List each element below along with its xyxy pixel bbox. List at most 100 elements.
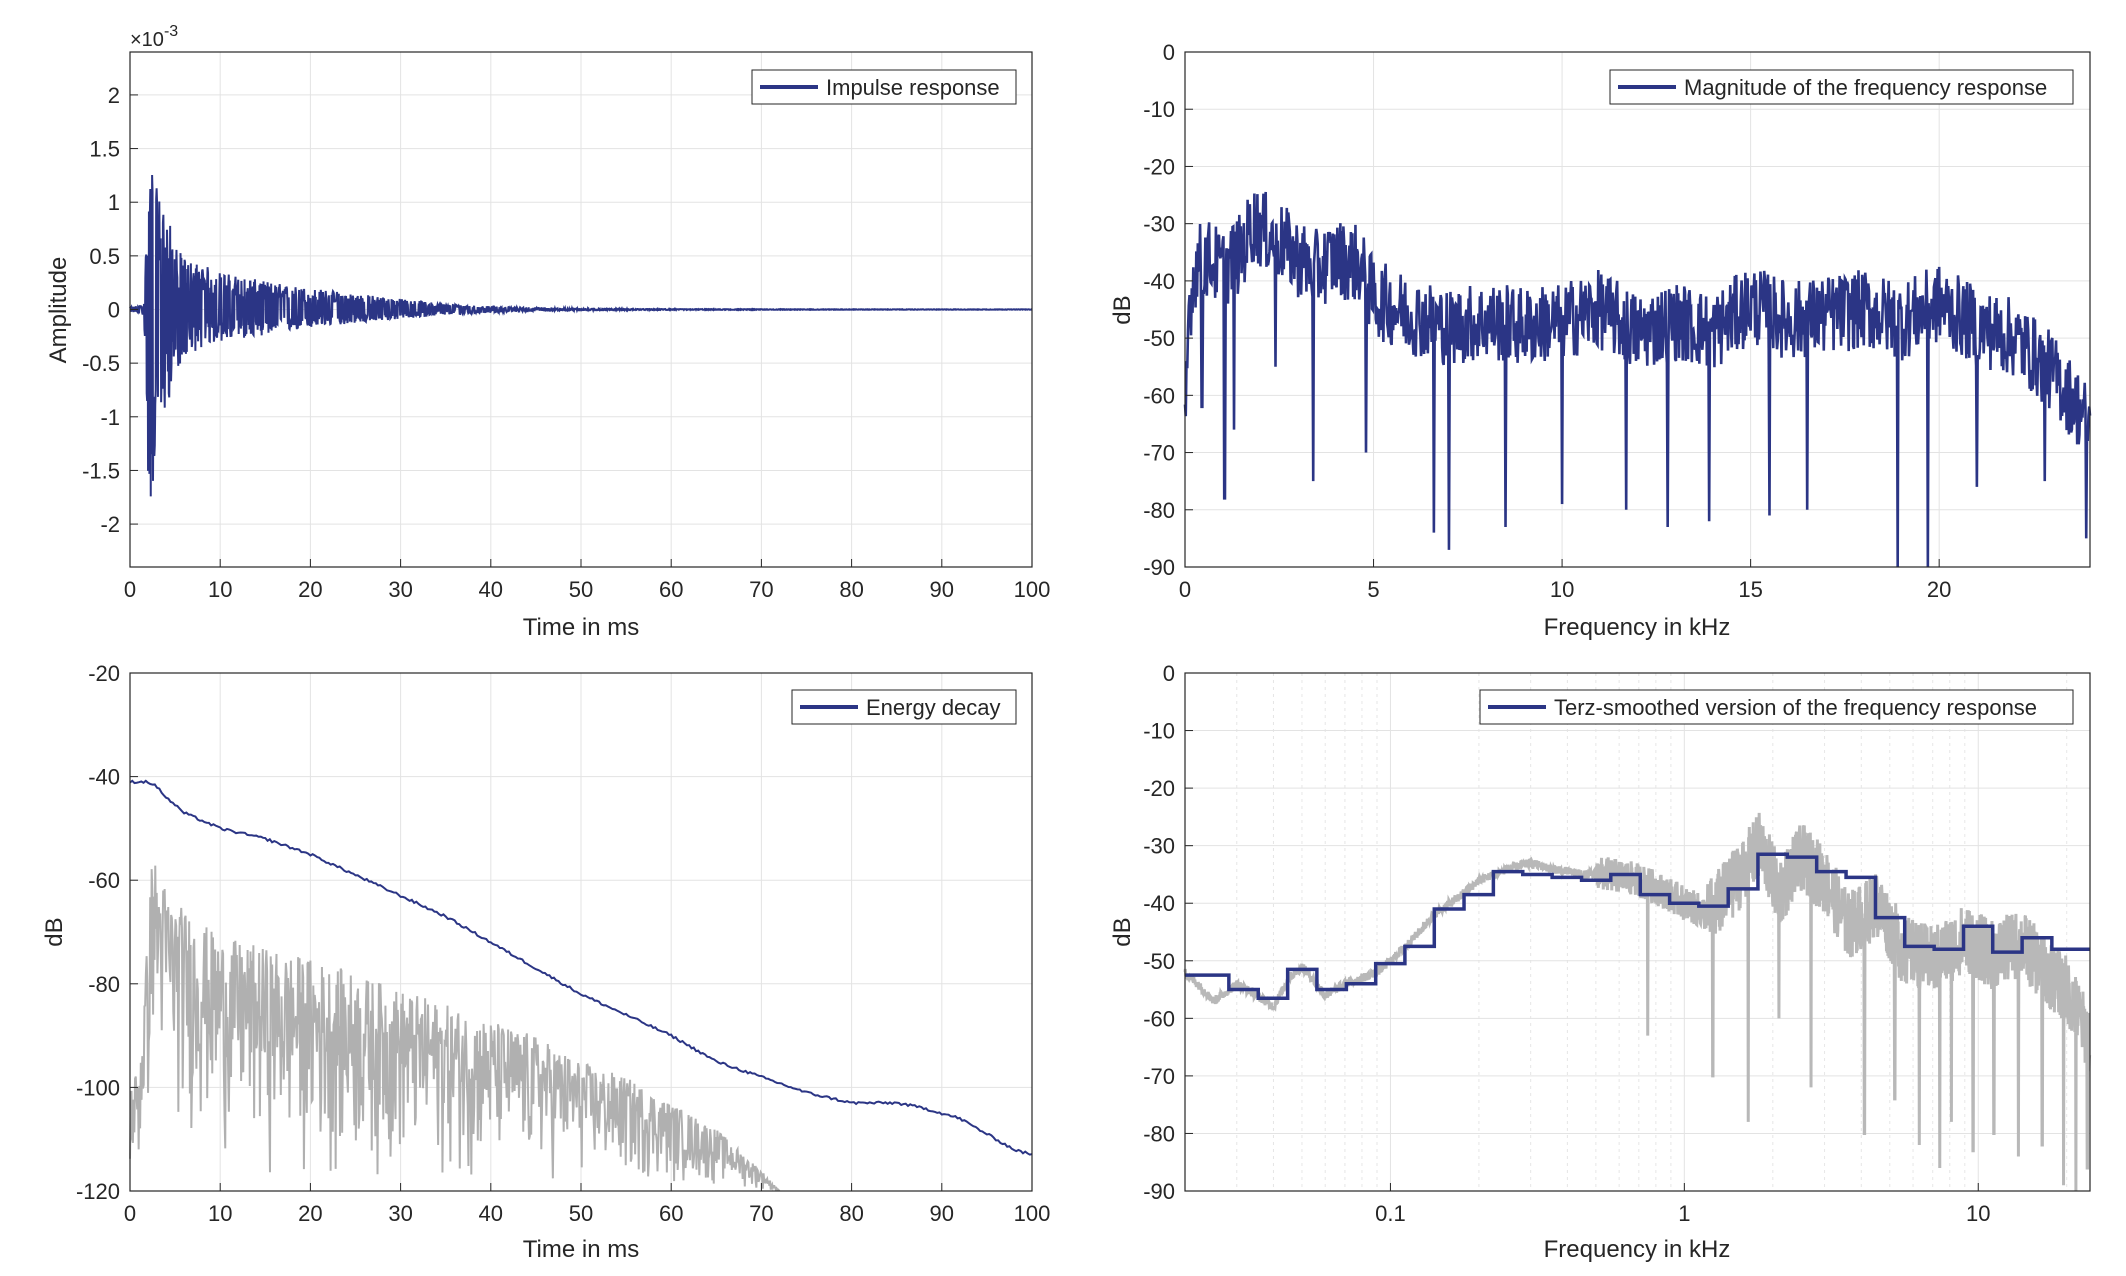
y-tick-label: -2	[100, 512, 120, 537]
x-axis-label: Time in ms	[523, 614, 639, 641]
y-tick-label: -20	[88, 661, 120, 686]
plot-data	[1183, 191, 2092, 568]
plot-data	[129, 175, 1033, 497]
x-tick-label: 60	[659, 1201, 683, 1226]
legend: Terz-smoothed version of the frequency r…	[1479, 689, 2074, 725]
axis-ticks: 0.1 1 10 0 -10 -20 -30 -40 -50 -60 -70 -80 -90	[1143, 661, 1990, 1226]
terz-smoothed-chart: 0.1 1 10 0 -10 -20 -30 -40 -50 -60 -70 -80 -90 Frequ…	[1109, 661, 2092, 1263]
x-tick-label: 0.1	[1375, 1201, 1406, 1226]
x-tick-label: 20	[1927, 577, 1951, 602]
y-tick-label: -90	[1143, 1179, 1175, 1204]
x-tick-label: 5	[1367, 577, 1379, 602]
legend: Energy decay	[791, 689, 1017, 725]
legend-entry: Energy decay	[866, 695, 1001, 720]
x-tick-label: 40	[479, 577, 503, 602]
y-tick-label: -60	[88, 868, 120, 893]
x-tick-label: 30	[388, 577, 412, 602]
y-tick-label: -20	[1143, 154, 1175, 179]
x-axis-label: Frequency in kHz	[1544, 614, 1731, 641]
energy-decay-line	[129, 779, 1033, 1156]
legend-box	[1479, 689, 2074, 725]
y-tick-label: -90	[1143, 555, 1175, 580]
unsmoothed-response-line	[1183, 812, 2092, 1192]
y-tick-label: -60	[1143, 383, 1175, 408]
y-tick-label: -0.5	[82, 351, 120, 376]
y-tick-label: -1.5	[82, 458, 120, 483]
impulse-response-line	[129, 175, 1033, 497]
legend-entry: Impulse response	[826, 75, 1000, 100]
x-tick-label: 10	[208, 1201, 232, 1226]
y-tick-label: -120	[76, 1179, 120, 1204]
axis-ticks: 0 5 10 15 20 0 -10 -20 -30 -40 -50 -60 -70 -80 -90	[1143, 40, 1951, 602]
x-tick-label: 70	[749, 1201, 773, 1226]
plot-data	[1183, 812, 2092, 1192]
x-tick-label: 0	[124, 577, 136, 602]
magnitude-line	[1183, 191, 2092, 568]
y-tick-label: -80	[1143, 498, 1175, 523]
x-tick-label: 0	[124, 1201, 136, 1226]
legend-box	[791, 689, 1017, 725]
plot-area	[1185, 52, 2090, 567]
y-tick-label: -60	[1143, 1006, 1175, 1031]
x-tick-label: 10	[1550, 577, 1574, 602]
x-tick-label: 10	[1966, 1201, 1990, 1226]
axes-box	[1184, 672, 2091, 1192]
x-axis-label: Frequency in kHz	[1544, 1236, 1731, 1263]
y-tick-label: 0	[1163, 40, 1175, 65]
y-tick-label: -20	[1143, 776, 1175, 801]
y-tick-label: 0.5	[89, 244, 120, 269]
energy-time-curve	[129, 865, 781, 1192]
x-tick-label: 60	[659, 577, 683, 602]
impulse-response-chart: 0 10 20 30 40 50 60 70 80 90 100 -2 -1.5 -1 -0.5 0 0.5 1 1…	[45, 23, 1050, 641]
y-axis-label: dB	[1109, 295, 1136, 324]
y-axis-label: dB	[41, 917, 68, 946]
x-tick-label: 90	[930, 1201, 954, 1226]
x-tick-label: 80	[839, 577, 863, 602]
frequency-response-chart: 0 5 10 15 20 0 -10 -20 -30 -40 -50 -60 -70 -80 -90 Fre…	[1109, 40, 2092, 641]
y-tick-label: 0	[108, 298, 120, 323]
grid-lines	[1185, 672, 2090, 1192]
x-tick-label: 20	[298, 577, 322, 602]
x-tick-label: 30	[388, 1201, 412, 1226]
x-tick-label: 10	[208, 577, 232, 602]
y-tick-label: -70	[1143, 1064, 1175, 1089]
x-tick-label: 90	[930, 577, 954, 602]
axis-ticks: 0 10 20 30 40 50 60 70 80 90 100 -2 -1.5 -1 -0.5 0 0.5 1 1…	[82, 83, 1050, 602]
exponent-base: ×10	[130, 29, 164, 51]
y-axis-label: dB	[1109, 917, 1136, 946]
y-tick-label: -40	[1143, 891, 1175, 916]
y-axis-label: Amplitude	[45, 257, 72, 364]
x-tick-label: 0	[1179, 577, 1191, 602]
x-tick-label: 20	[298, 1201, 322, 1226]
y-tick-label: -80	[88, 972, 120, 997]
y-tick-label: -40	[1143, 269, 1175, 294]
y-tick-label: -10	[1143, 97, 1175, 122]
x-axis-label: Time in ms	[523, 1236, 639, 1263]
y-tick-label: 1	[108, 190, 120, 215]
legend: Magnitude of the frequency response	[1609, 69, 2074, 105]
legend-entry: Terz-smoothed version of the frequency r…	[1554, 695, 2037, 720]
axes-box	[1184, 51, 2091, 568]
y-tick-label: -30	[1143, 212, 1175, 237]
y-tick-label: -70	[1143, 441, 1175, 466]
legend-box	[1609, 69, 2074, 105]
x-tick-label: 80	[839, 1201, 863, 1226]
energy-decay-chart: 0 10 20 30 40 50 60 70 80 90 100 -20 -40 -60 -80 -100 -1…	[41, 661, 1050, 1263]
y-tick-label: 2	[108, 83, 120, 108]
x-tick-label: 1	[1678, 1201, 1690, 1226]
x-tick-label: 15	[1738, 577, 1762, 602]
y-tick-label: -80	[1143, 1121, 1175, 1146]
y-tick-label: 1.5	[89, 137, 120, 162]
y-tick-label: -30	[1143, 834, 1175, 859]
legend: Impulse response	[751, 69, 1017, 105]
x-tick-label: 50	[569, 577, 593, 602]
x-tick-label: 100	[1014, 1201, 1051, 1226]
y-exponent-label: ×10-3	[130, 23, 178, 51]
y-tick-label: -10	[1143, 719, 1175, 744]
plot-data	[129, 779, 1033, 1192]
x-tick-label: 70	[749, 577, 773, 602]
x-tick-label: 100	[1014, 577, 1051, 602]
y-tick-label: -50	[1143, 326, 1175, 351]
y-tick-label: -100	[76, 1075, 120, 1100]
